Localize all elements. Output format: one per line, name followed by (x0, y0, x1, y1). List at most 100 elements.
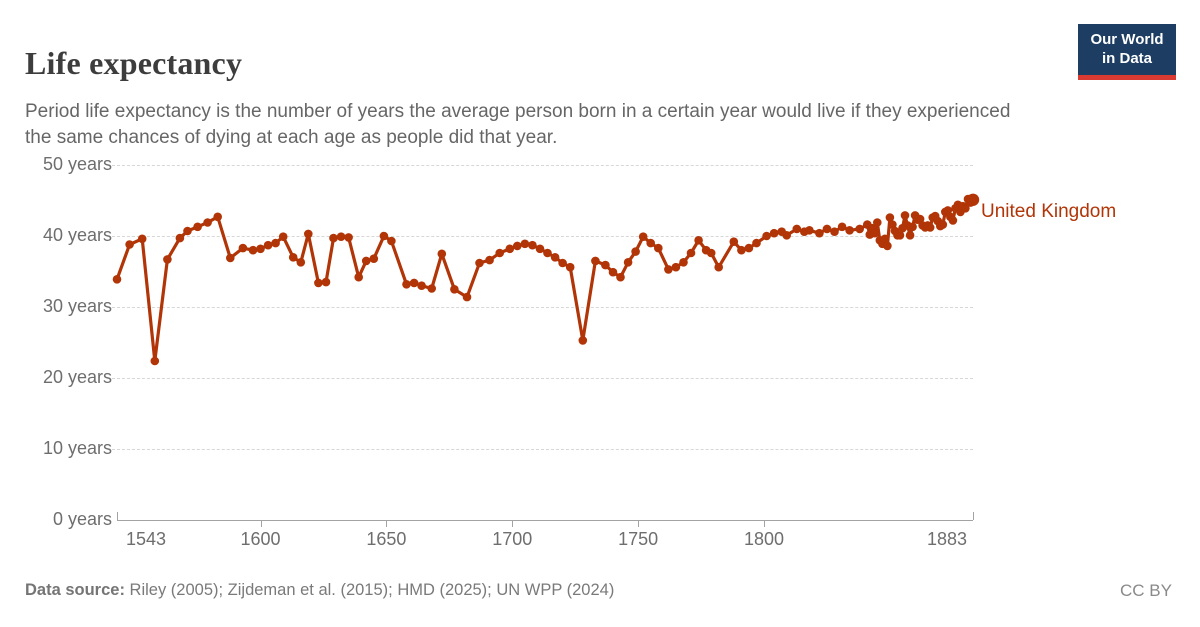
data-point[interactable] (203, 218, 212, 227)
data-point[interactable] (769, 228, 779, 238)
data-point[interactable] (485, 255, 494, 265)
data-point[interactable] (616, 272, 625, 282)
data-point[interactable] (248, 245, 258, 255)
data-point[interactable] (908, 222, 917, 232)
data-point[interactable] (344, 233, 353, 242)
data-point[interactable] (815, 228, 824, 238)
data-point[interactable] (706, 248, 716, 258)
data-point[interactable] (565, 262, 575, 272)
data-point[interactable] (714, 262, 723, 272)
data-point[interactable] (654, 243, 663, 253)
data-point[interactable] (513, 241, 522, 251)
data-point[interactable] (837, 222, 847, 232)
data-point[interactable] (686, 248, 696, 258)
data-point[interactable] (336, 232, 346, 241)
data-point[interactable] (870, 228, 880, 238)
data-point[interactable] (925, 223, 935, 232)
series-label-united-kingdom[interactable]: United Kingdom (981, 201, 1117, 222)
data-point[interactable] (183, 226, 192, 236)
data-point[interactable] (427, 284, 437, 293)
data-point[interactable] (163, 255, 172, 264)
data-point[interactable] (805, 226, 814, 235)
data-point[interactable] (226, 253, 235, 263)
data-point[interactable] (369, 254, 379, 263)
data-point[interactable] (873, 218, 882, 227)
data-point[interactable] (558, 258, 567, 268)
data-point[interactable] (475, 258, 484, 268)
data-point[interactable] (437, 249, 447, 259)
data-point[interactable] (591, 256, 600, 266)
data-point[interactable] (601, 260, 610, 270)
data-point[interactable] (296, 258, 306, 267)
data-point[interactable] (938, 220, 948, 229)
data-point[interactable] (137, 234, 147, 244)
data-point[interactable] (623, 258, 633, 267)
data-point[interactable] (450, 285, 459, 294)
data-point[interactable] (762, 231, 771, 241)
y-gridline (112, 236, 973, 237)
data-point[interactable] (900, 211, 910, 220)
data-point[interactable] (792, 224, 802, 234)
data-point[interactable] (550, 252, 560, 262)
data-point[interactable] (744, 243, 754, 253)
data-point[interactable] (520, 239, 530, 249)
data-point[interactable] (256, 244, 265, 254)
data-point[interactable] (822, 224, 832, 234)
data-point[interactable] (417, 281, 426, 291)
data-point[interactable] (535, 244, 545, 254)
data-point[interactable] (354, 272, 364, 282)
data-point[interactable] (543, 248, 552, 258)
data-point[interactable] (737, 245, 746, 255)
data-point[interactable] (505, 244, 515, 254)
data-point[interactable] (329, 233, 338, 243)
data-point[interactable] (263, 240, 273, 250)
data-point[interactable] (729, 237, 739, 246)
data-point[interactable] (578, 336, 588, 345)
data-point[interactable] (112, 275, 122, 284)
data-point[interactable] (150, 356, 160, 366)
owid-logo[interactable]: Our World in Data (1078, 24, 1176, 80)
data-point[interactable] (664, 265, 673, 274)
data-point[interactable] (638, 232, 648, 241)
data-point[interactable] (462, 292, 472, 302)
license-badge[interactable]: CC BY (1120, 581, 1172, 600)
data-point[interactable] (948, 216, 958, 225)
data-point[interactable] (646, 238, 655, 248)
data-point[interactable] (213, 212, 222, 222)
data-point[interactable] (830, 227, 839, 236)
data-point[interactable] (304, 229, 313, 239)
data-point[interactable] (238, 243, 248, 253)
data-point[interactable] (608, 267, 618, 277)
series-united-kingdom[interactable] (112, 193, 980, 366)
data-point[interactable] (671, 262, 681, 272)
data-point[interactable] (880, 234, 890, 244)
data-point[interactable] (271, 238, 280, 248)
data-point[interactable] (175, 233, 185, 243)
data-point[interactable] (679, 258, 688, 267)
data-point[interactable] (288, 252, 298, 262)
data-point[interactable] (314, 278, 323, 288)
data-point[interactable] (752, 238, 761, 248)
data-point[interactable] (409, 278, 419, 288)
data-point[interactable] (905, 231, 915, 240)
data-point[interactable] (855, 224, 864, 234)
data-point[interactable] (961, 204, 970, 213)
data-point[interactable] (782, 231, 791, 240)
data-point[interactable] (321, 277, 331, 287)
data-point[interactable] (379, 231, 389, 241)
data-point[interactable] (631, 247, 640, 256)
data-point[interactable] (895, 231, 905, 240)
data-point[interactable] (402, 280, 411, 289)
data-point[interactable] (495, 248, 505, 258)
data-point[interactable] (125, 240, 134, 249)
data-point[interactable] (694, 236, 703, 245)
data-point[interactable] (193, 222, 202, 232)
data-point[interactable] (278, 232, 288, 241)
data-point[interactable] (361, 256, 371, 266)
data-point[interactable] (387, 236, 396, 246)
data-point[interactable] (845, 226, 854, 235)
data-point[interactable] (528, 240, 537, 250)
data-point[interactable] (966, 193, 980, 206)
data-point[interactable] (885, 213, 895, 222)
data-point[interactable] (883, 241, 892, 251)
